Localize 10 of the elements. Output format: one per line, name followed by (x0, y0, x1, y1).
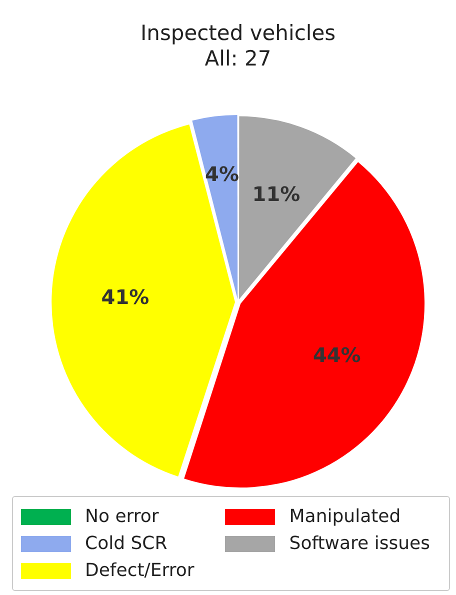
legend-label: Manipulated (289, 506, 401, 527)
legend-label: No error (85, 506, 159, 527)
data-label: 41% (101, 284, 150, 309)
legend-label: Defect/Error (85, 560, 194, 581)
legend-label: Software issues (289, 533, 430, 554)
data-label: 44% (312, 342, 361, 367)
data-label: 11% (252, 182, 300, 206)
chart-subtitle: All: 27 (204, 46, 272, 70)
legend-label: Cold SCR (85, 533, 168, 554)
chart-title: Inspected vehicles (140, 21, 336, 46)
